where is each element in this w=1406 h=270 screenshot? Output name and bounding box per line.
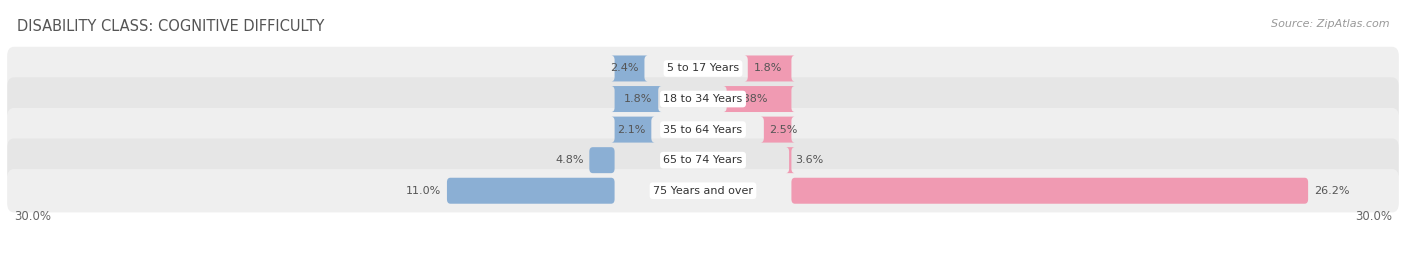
FancyBboxPatch shape <box>447 178 614 204</box>
Text: 2.4%: 2.4% <box>610 63 638 73</box>
Text: 30.0%: 30.0% <box>1355 210 1392 223</box>
Text: 5 to 17 Years: 5 to 17 Years <box>666 63 740 73</box>
FancyBboxPatch shape <box>792 178 1308 204</box>
FancyBboxPatch shape <box>761 117 794 143</box>
Text: 4.8%: 4.8% <box>555 155 583 165</box>
FancyBboxPatch shape <box>7 77 1399 121</box>
Text: 30.0%: 30.0% <box>14 210 51 223</box>
FancyBboxPatch shape <box>589 147 614 173</box>
Text: 3.6%: 3.6% <box>794 155 823 165</box>
Text: Source: ZipAtlas.com: Source: ZipAtlas.com <box>1271 19 1389 29</box>
Text: 11.0%: 11.0% <box>406 186 441 196</box>
Text: 65 to 74 Years: 65 to 74 Years <box>664 155 742 165</box>
Text: 35 to 64 Years: 35 to 64 Years <box>664 124 742 135</box>
FancyBboxPatch shape <box>612 117 655 143</box>
FancyBboxPatch shape <box>7 139 1399 182</box>
FancyBboxPatch shape <box>7 169 1399 212</box>
Text: DISABILITY CLASS: COGNITIVE DIFFICULTY: DISABILITY CLASS: COGNITIVE DIFFICULTY <box>17 19 325 34</box>
FancyBboxPatch shape <box>612 55 648 82</box>
FancyBboxPatch shape <box>7 108 1399 151</box>
FancyBboxPatch shape <box>612 86 662 112</box>
Text: 2.5%: 2.5% <box>769 124 799 135</box>
Text: 2.1%: 2.1% <box>617 124 645 135</box>
Text: 18 to 34 Years: 18 to 34 Years <box>664 94 742 104</box>
Text: 1.8%: 1.8% <box>754 63 782 73</box>
Text: 26.2%: 26.2% <box>1313 186 1350 196</box>
FancyBboxPatch shape <box>786 147 794 173</box>
FancyBboxPatch shape <box>7 47 1399 90</box>
Text: 0.88%: 0.88% <box>733 94 768 104</box>
FancyBboxPatch shape <box>723 86 794 112</box>
Text: 75 Years and over: 75 Years and over <box>652 186 754 196</box>
Text: 1.8%: 1.8% <box>624 94 652 104</box>
FancyBboxPatch shape <box>744 55 794 82</box>
